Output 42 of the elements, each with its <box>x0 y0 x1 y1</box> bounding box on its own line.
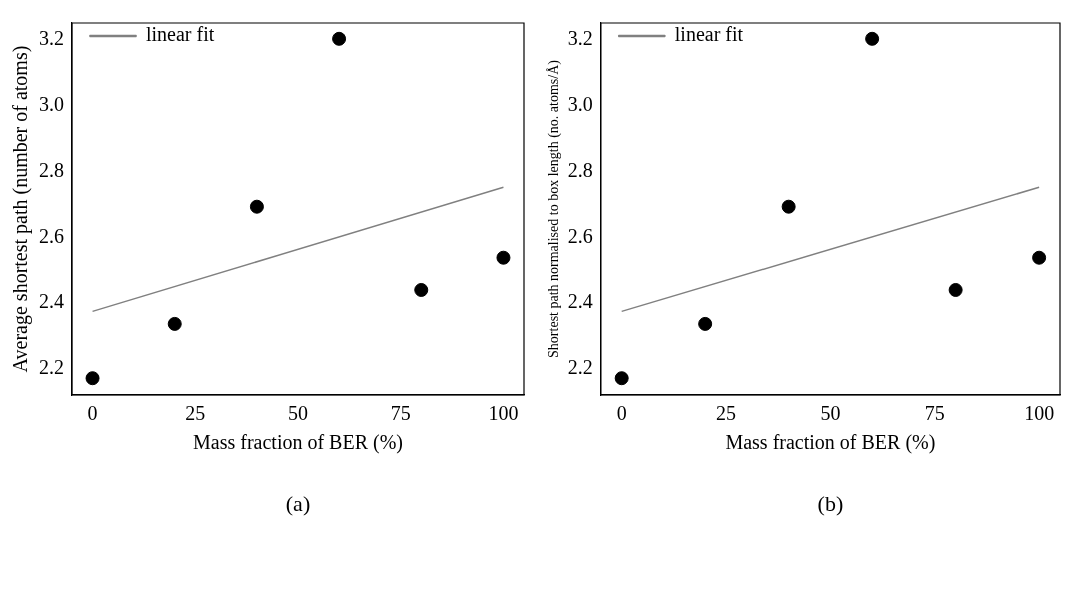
x-tick-label: 25 <box>185 402 206 425</box>
x-tick-label: 0 <box>87 402 98 425</box>
point <box>249 199 264 214</box>
y-tick-label: 2.8 <box>39 158 64 181</box>
text: (a) <box>285 490 311 516</box>
point <box>414 282 429 297</box>
text: (b) <box>817 490 844 516</box>
y-tick-label: 3.2 <box>567 27 593 50</box>
y-tick-label: 3.0 <box>567 92 593 115</box>
y-axis-title: Shortest path normalised to box length (no. atoms/Å) <box>546 59 563 358</box>
legend-label: linear fit <box>146 23 215 46</box>
y-tick-label: 2.2 <box>39 356 64 379</box>
x-tick-label: 100 <box>488 402 519 425</box>
x-tick-label: 25 <box>716 402 737 425</box>
y-tick-label: 3.0 <box>39 92 64 115</box>
legend-label: linear fit <box>674 23 744 46</box>
x-axis-title: Mass fraction of BER (%) <box>193 431 403 455</box>
y-tick-label: 2.6 <box>39 224 64 247</box>
x-tick-label: 100 <box>1024 402 1055 425</box>
point <box>167 316 182 331</box>
y-tick-label: 2.2 <box>567 356 593 379</box>
x-axis-title: Mass fraction of BER (%) <box>725 431 936 455</box>
point <box>781 199 796 214</box>
point <box>332 31 347 46</box>
x-tick-label: 50 <box>288 402 308 425</box>
y-tick-label: 2.4 <box>567 290 593 313</box>
point <box>698 316 713 331</box>
y-tick-label: 2.8 <box>567 158 593 181</box>
y-tick-label: 2.4 <box>39 290 64 313</box>
point <box>614 371 629 386</box>
y-tick-label: 2.6 <box>567 224 593 247</box>
point <box>85 371 100 386</box>
point <box>865 31 880 46</box>
point <box>1032 250 1047 265</box>
x-tick-label: 50 <box>820 402 841 425</box>
point <box>948 282 963 297</box>
point <box>496 250 511 265</box>
x-tick-label: 0 <box>616 402 627 425</box>
x-tick-label: 75 <box>390 402 411 425</box>
y-tick-label: 3.2 <box>39 27 64 50</box>
x-tick-label: 75 <box>924 402 945 425</box>
y-axis-title: Average shortest path (number of atoms) <box>9 45 33 373</box>
